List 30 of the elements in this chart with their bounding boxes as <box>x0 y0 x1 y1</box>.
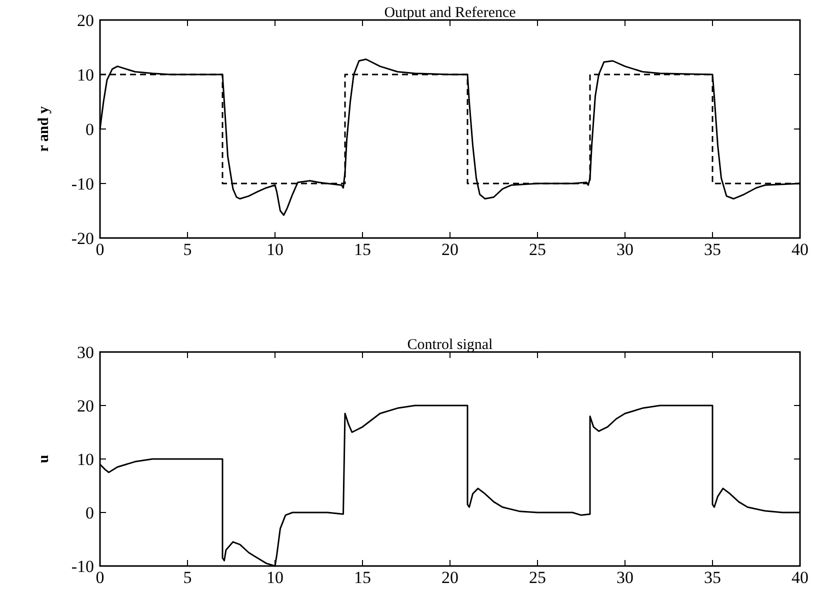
x-tick-label: 5 <box>183 240 192 259</box>
x-tick-label: 10 <box>266 240 284 259</box>
x-tick-label: 35 <box>704 240 721 259</box>
x-tick-label: 25 <box>529 568 546 587</box>
x-tick-label: 30 <box>616 240 634 259</box>
y-tick-label: 30 <box>77 343 94 362</box>
y-axis-title: u <box>36 454 52 464</box>
x-tick-label: 40 <box>792 568 808 587</box>
x-tick-label: 35 <box>704 568 721 587</box>
y-tick-label: -10 <box>71 174 94 194</box>
x-tick-label: 5 <box>183 568 192 587</box>
x-tick-label: 30 <box>616 568 634 587</box>
y-tick-label: 0 <box>86 504 94 522</box>
chart-title: Output and Reference <box>384 5 516 21</box>
y-tick-label: 20 <box>77 396 94 416</box>
x-tick-label: 25 <box>529 240 546 259</box>
y-tick-label: 10 <box>77 450 94 469</box>
x-tick-label: 20 <box>442 568 458 587</box>
x-tick-label: 20 <box>442 240 458 259</box>
y-tick-label: 20 <box>77 11 94 30</box>
y-tick-label: -20 <box>71 229 94 248</box>
x-tick-label: 10 <box>266 568 284 587</box>
y-axis-title: r and y <box>36 106 52 152</box>
y-tick-label: -10 <box>71 557 94 576</box>
x-tick-label: 40 <box>792 240 808 259</box>
x-tick-label: 15 <box>354 568 371 587</box>
y-tick-label: 10 <box>77 66 94 84</box>
y-tick-label: 0 <box>86 120 94 139</box>
chart-title: Control signal <box>407 337 493 353</box>
x-tick-label: 15 <box>354 240 371 259</box>
